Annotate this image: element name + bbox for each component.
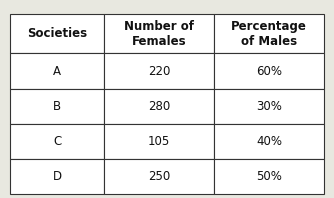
Bar (10, 124, 104, 159)
Bar (214, 53, 324, 89)
Text: Percentage
of Males: Percentage of Males (231, 20, 307, 48)
Text: 105: 105 (148, 135, 170, 148)
Text: 40%: 40% (256, 135, 282, 148)
Bar (214, 159, 324, 194)
Bar (214, 89, 324, 124)
Bar (104, 159, 214, 194)
Text: 60%: 60% (256, 65, 282, 78)
Text: 50%: 50% (256, 170, 282, 183)
Bar (214, 14, 324, 53)
Text: 30%: 30% (256, 100, 282, 113)
Text: B: B (53, 100, 61, 113)
Bar (104, 14, 214, 53)
Bar (10, 53, 104, 89)
Text: 250: 250 (148, 170, 170, 183)
Bar (214, 124, 324, 159)
Text: A: A (53, 65, 61, 78)
Bar (104, 89, 214, 124)
Text: D: D (52, 170, 62, 183)
Bar (10, 14, 104, 53)
Text: C: C (53, 135, 61, 148)
Text: Number of
Females: Number of Females (124, 20, 194, 48)
Bar (10, 159, 104, 194)
Text: 220: 220 (148, 65, 170, 78)
Text: 280: 280 (148, 100, 170, 113)
Bar (10, 89, 104, 124)
Text: Societies: Societies (27, 27, 87, 40)
Bar (104, 124, 214, 159)
Bar (104, 53, 214, 89)
